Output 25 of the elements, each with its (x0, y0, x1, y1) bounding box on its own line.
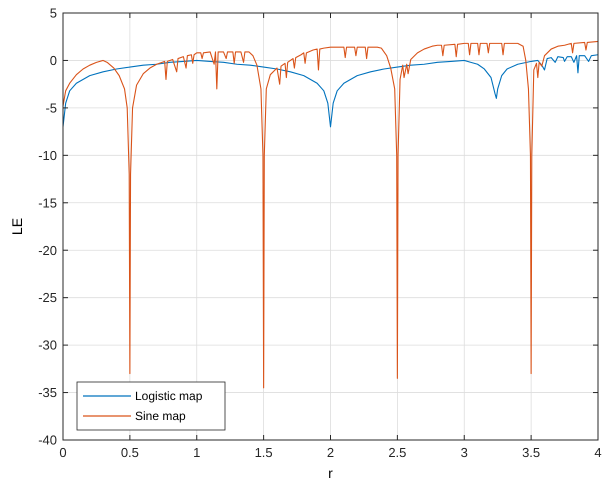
y-tick-label: 5 (50, 6, 57, 21)
line-series (63, 54, 598, 128)
legend-label: Sine map (135, 409, 186, 424)
y-tick-label: -40 (38, 432, 57, 448)
x-tick-label: 2 (326, 445, 334, 460)
y-tick-label: -20 (38, 242, 57, 258)
y-tick-label: -5 (45, 100, 57, 116)
x-tick-label: 0.5 (120, 445, 139, 460)
y-tick-label: -30 (38, 338, 57, 353)
y-tick-label: -15 (38, 195, 57, 210)
legend-label: Logistic map (135, 389, 203, 404)
x-tick-label: 3.5 (522, 445, 540, 460)
x-tick-label: 1.5 (254, 445, 273, 460)
x-tick-label: 2.5 (388, 445, 406, 460)
x-tick-label: 3 (460, 445, 468, 460)
y-axis-title: LE (9, 218, 25, 236)
y-tick-label: -10 (38, 148, 57, 163)
y-tick-label: 0 (50, 52, 57, 68)
x-tick-label: 0 (59, 445, 67, 460)
x-axis-title: r (328, 465, 334, 481)
y-tick-label: -35 (38, 385, 57, 400)
y-tick-label: -25 (38, 290, 57, 306)
x-tick-label: 1 (193, 445, 200, 460)
line-series (63, 40, 598, 388)
x-tick-label: 4 (594, 445, 602, 460)
